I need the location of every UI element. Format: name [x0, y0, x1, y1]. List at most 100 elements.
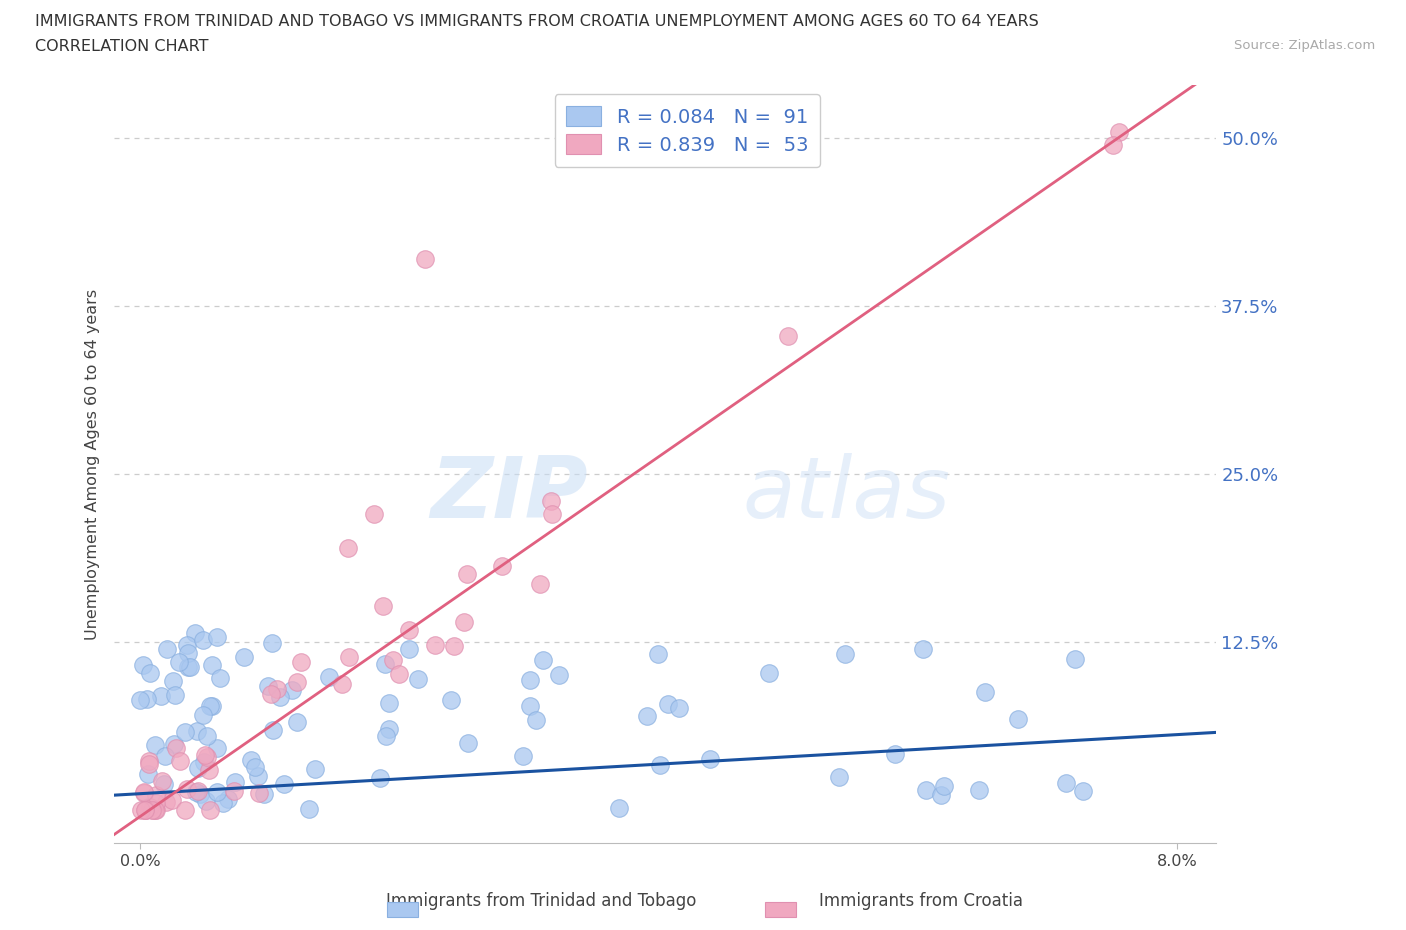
- Point: [273, 777, 295, 791]
- Point: [262, 723, 284, 737]
- Point: [141, 803, 163, 817]
- Point: [240, 752, 263, 767]
- Point: [285, 715, 308, 730]
- Text: Immigrants from Croatia: Immigrants from Croatia: [818, 892, 1024, 910]
- Point: [636, 709, 658, 724]
- Point: [336, 540, 359, 555]
- Point: [184, 626, 207, 641]
- Point: [531, 653, 554, 668]
- Point: [260, 687, 283, 702]
- Point: [167, 655, 190, 670]
- Point: [205, 740, 228, 755]
- Point: [457, 736, 479, 751]
- Point: [406, 671, 429, 686]
- Point: [609, 801, 631, 816]
- Point: [512, 748, 534, 763]
- Point: [187, 760, 209, 775]
- Point: [165, 688, 187, 703]
- Point: [388, 667, 411, 682]
- Text: IMMIGRANTS FROM TRINIDAD AND TOBAGO VS IMMIGRANTS FROM CROATIA UNEMPLOYMENT AMON: IMMIGRANTS FROM TRINIDAD AND TOBAGO VS I…: [35, 14, 1039, 29]
- Point: [257, 678, 280, 693]
- Point: [456, 566, 478, 581]
- Point: [548, 668, 571, 683]
- Point: [149, 689, 172, 704]
- Point: [374, 657, 396, 671]
- Point: [217, 791, 239, 806]
- Point: [188, 786, 211, 801]
- Point: [648, 757, 671, 772]
- Point: [529, 577, 551, 591]
- Point: [153, 749, 176, 764]
- Point: [1054, 776, 1077, 790]
- Point: [253, 786, 276, 801]
- Point: [929, 788, 952, 803]
- Point: [129, 803, 152, 817]
- Text: 0.0%: 0.0%: [120, 854, 160, 870]
- Point: [269, 689, 291, 704]
- Point: [191, 632, 214, 647]
- Point: [368, 771, 391, 786]
- Point: [233, 650, 256, 665]
- Point: [260, 635, 283, 650]
- Point: [778, 329, 800, 344]
- Point: [371, 599, 394, 614]
- Point: [647, 646, 669, 661]
- Point: [363, 507, 385, 522]
- Point: [973, 685, 995, 700]
- Text: atlas: atlas: [742, 453, 950, 536]
- Point: [247, 769, 270, 784]
- Point: [398, 642, 420, 657]
- Point: [298, 802, 321, 817]
- Point: [1101, 138, 1123, 153]
- Point: [330, 676, 353, 691]
- Point: [162, 737, 184, 751]
- Point: [337, 650, 360, 665]
- Point: [145, 796, 167, 811]
- Point: [668, 701, 690, 716]
- Point: [415, 252, 437, 267]
- Text: 8.0%: 8.0%: [1157, 854, 1198, 870]
- Point: [134, 803, 156, 817]
- Point: [519, 698, 541, 713]
- Point: [285, 674, 308, 689]
- Point: [201, 698, 224, 713]
- Point: [1071, 784, 1094, 799]
- Point: [145, 803, 167, 817]
- Point: [540, 494, 562, 509]
- Point: [205, 630, 228, 644]
- Point: [222, 783, 245, 798]
- Point: [138, 754, 160, 769]
- Point: [187, 783, 209, 798]
- Point: [197, 750, 219, 764]
- Point: [184, 785, 207, 800]
- Text: CORRELATION CHART: CORRELATION CHART: [35, 39, 208, 54]
- Point: [834, 646, 856, 661]
- Point: [699, 751, 721, 766]
- Point: [194, 793, 217, 808]
- Point: [165, 740, 187, 755]
- Point: [209, 671, 232, 685]
- Point: [243, 760, 266, 775]
- Point: [193, 748, 215, 763]
- Point: [174, 724, 197, 739]
- Point: [249, 786, 271, 801]
- Point: [398, 623, 420, 638]
- Point: [136, 799, 159, 814]
- Point: [176, 782, 198, 797]
- Y-axis label: Unemployment Among Ages 60 to 64 years: Unemployment Among Ages 60 to 64 years: [86, 288, 100, 640]
- Point: [378, 696, 401, 711]
- Point: [1108, 125, 1130, 140]
- Text: ZIP: ZIP: [430, 453, 588, 536]
- Point: [135, 803, 157, 817]
- Point: [378, 722, 401, 737]
- Point: [143, 737, 166, 752]
- Point: [884, 747, 907, 762]
- Point: [136, 691, 159, 706]
- Point: [657, 697, 679, 711]
- Point: [519, 672, 541, 687]
- Point: [491, 559, 513, 574]
- Point: [139, 665, 162, 680]
- Point: [374, 729, 396, 744]
- Point: [198, 698, 221, 713]
- Point: [177, 646, 200, 661]
